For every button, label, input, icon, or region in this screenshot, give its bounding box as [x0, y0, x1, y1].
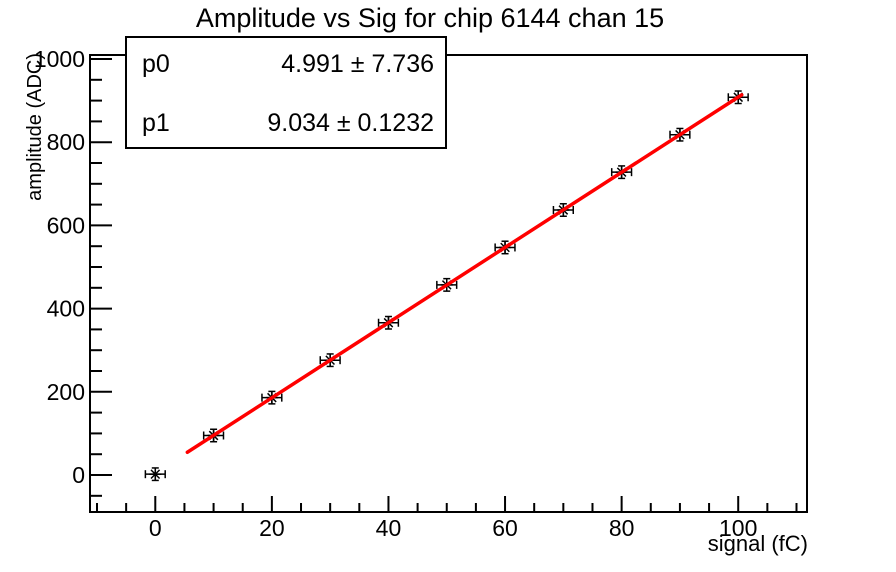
y-tick-label: 600 — [47, 212, 85, 238]
stats-param-value: 4.991 ± 7.736 — [281, 50, 434, 78]
stats-row-p0: p0 4.991 ± 7.736 — [142, 50, 434, 79]
stats-row-p1: p1 9.034 ± 0.1232 — [142, 109, 434, 138]
x-tick-label: 60 — [492, 515, 518, 541]
stats-param-name: p0 — [142, 50, 170, 78]
stats-param-value: 9.034 ± 0.1232 — [267, 109, 434, 137]
y-tick-label: 1000 — [34, 46, 85, 72]
x-tick-label: 80 — [609, 515, 635, 541]
y-tick-label: 800 — [47, 129, 85, 155]
x-tick-label: 20 — [259, 515, 285, 541]
x-axis-title: signal (fC) — [707, 531, 808, 556]
stats-param-name: p1 — [142, 109, 170, 137]
chart-title: Amplitude vs Sig for chip 6144 chan 15 — [195, 3, 665, 33]
x-tick-label: 40 — [376, 515, 402, 541]
fit-line — [185, 93, 744, 455]
marker-asterisk — [150, 469, 161, 480]
y-tick-label: 0 — [72, 462, 85, 488]
y-axis-title: amplitude (ADC) — [24, 53, 46, 201]
x-tick-label: 0 — [149, 515, 162, 541]
y-tick-label: 200 — [47, 379, 85, 405]
y-tick-label: 400 — [47, 296, 85, 322]
x-axis-ticks: 0 20 40 60 80 100 — [95, 496, 798, 541]
fit-stats-box: p0 4.991 ± 7.736 p1 9.034 ± 0.1232 — [125, 36, 447, 149]
data-point — [144, 467, 166, 482]
y-axis-ticks: 0 200 400 600 800 1000 — [34, 46, 112, 497]
x-tick-label: 100 — [719, 515, 757, 541]
plot-frame — [89, 54, 808, 513]
